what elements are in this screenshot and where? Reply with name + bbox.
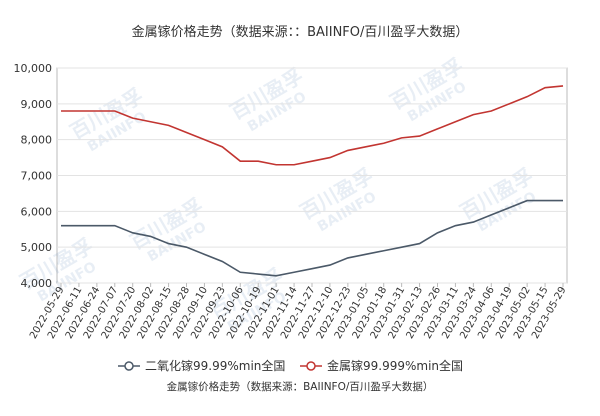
legend-marker bbox=[124, 361, 134, 371]
y-tick-label: 4,000 bbox=[21, 277, 53, 290]
y-tick-label: 10,000 bbox=[14, 62, 53, 75]
chart-title: 金属镓价格走势（数据来源：：BAIINFO/百川盈孚大数据） bbox=[132, 24, 469, 40]
chart-caption: 金属镓价格走势（数据来源：BAIINFO/百川盈孚大数据） bbox=[167, 380, 434, 393]
y-tick-label: 5,000 bbox=[21, 241, 53, 254]
legend-label: 二氧化镓99.99%min全国 bbox=[145, 358, 285, 373]
series-line bbox=[61, 199, 563, 277]
y-tick-label: 6,000 bbox=[21, 205, 53, 218]
y-tick-label: 8,000 bbox=[21, 134, 53, 147]
series-line bbox=[61, 85, 564, 166]
legend-label: 金属镓99.999%min全国 bbox=[327, 358, 463, 373]
legend-marker bbox=[306, 361, 316, 371]
y-tick-label: 7,000 bbox=[21, 170, 53, 183]
y-tick-label: 9,000 bbox=[21, 98, 53, 111]
